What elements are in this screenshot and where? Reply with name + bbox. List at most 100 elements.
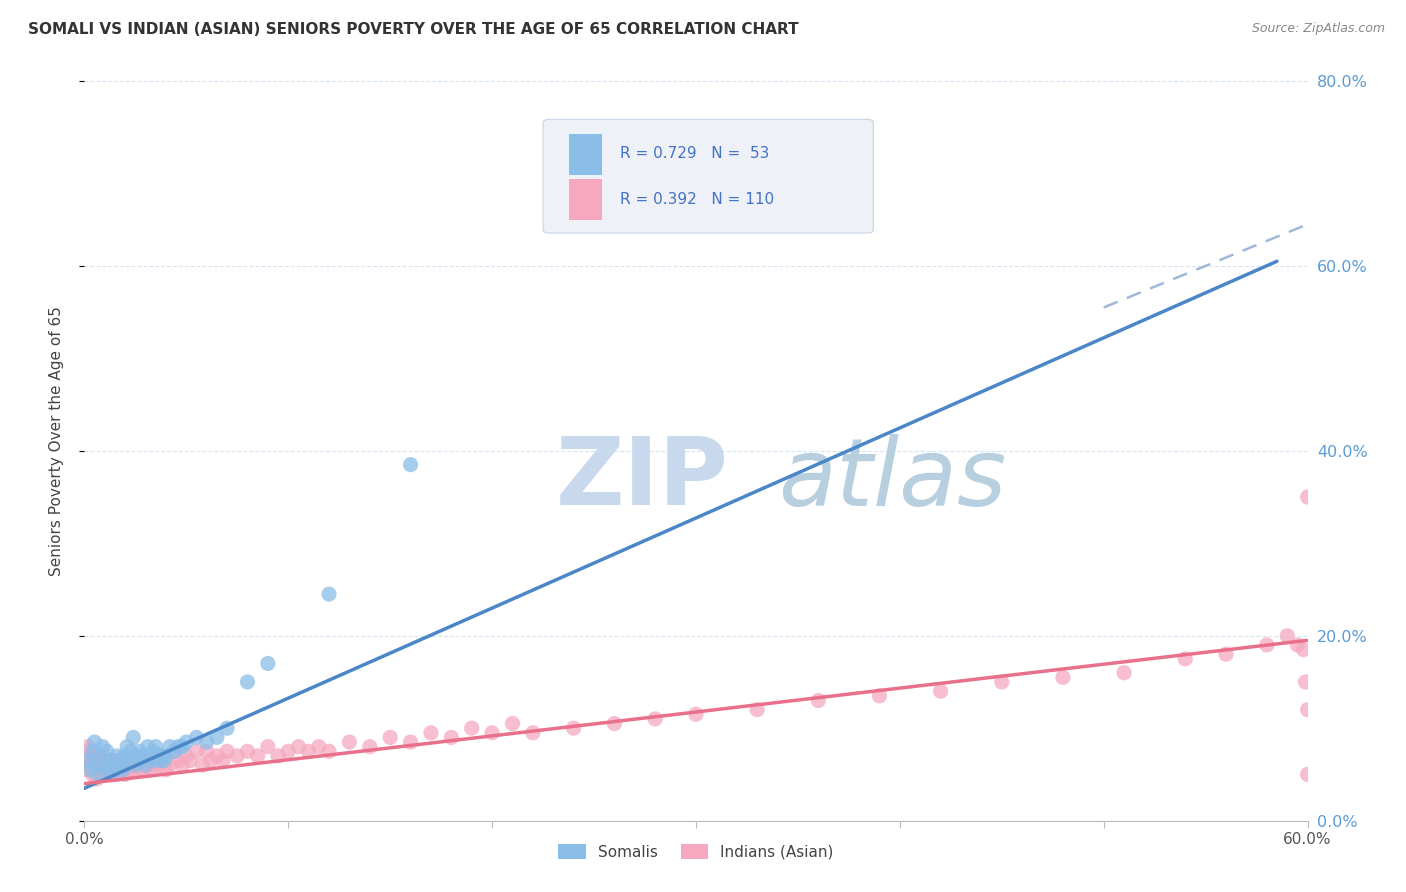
Point bbox=[1256, 638, 1278, 652]
Point bbox=[108, 758, 131, 772]
Point bbox=[87, 763, 110, 777]
Point bbox=[90, 767, 112, 781]
Point bbox=[136, 758, 159, 772]
Point bbox=[124, 763, 146, 777]
Point bbox=[174, 748, 197, 763]
Point bbox=[146, 754, 169, 768]
Point bbox=[172, 739, 194, 754]
Point bbox=[603, 716, 626, 731]
Point bbox=[115, 754, 138, 768]
Point bbox=[149, 754, 172, 768]
Point bbox=[114, 758, 136, 772]
Point bbox=[122, 754, 145, 768]
Point bbox=[105, 748, 128, 763]
Point bbox=[150, 748, 173, 763]
Point bbox=[108, 763, 131, 777]
Point bbox=[105, 767, 128, 781]
Point bbox=[132, 754, 155, 768]
Point bbox=[142, 744, 165, 758]
Point bbox=[93, 763, 115, 777]
Point bbox=[96, 744, 118, 758]
Point bbox=[83, 763, 105, 777]
Point bbox=[97, 763, 120, 777]
Point bbox=[75, 763, 97, 777]
Point bbox=[91, 739, 114, 754]
Point bbox=[96, 758, 118, 772]
Point bbox=[502, 716, 524, 731]
Point bbox=[359, 739, 381, 754]
Text: SOMALI VS INDIAN (ASIAN) SENIORS POVERTY OVER THE AGE OF 65 CORRELATION CHART: SOMALI VS INDIAN (ASIAN) SENIORS POVERTY… bbox=[28, 22, 799, 37]
Point bbox=[440, 731, 463, 745]
Point bbox=[115, 739, 138, 754]
Point bbox=[318, 744, 340, 758]
Point bbox=[127, 758, 149, 772]
Point bbox=[135, 763, 157, 777]
Point bbox=[79, 763, 101, 777]
Point bbox=[155, 754, 177, 768]
Point bbox=[150, 748, 173, 763]
Point bbox=[929, 684, 952, 698]
Point bbox=[135, 754, 157, 768]
Point bbox=[420, 726, 443, 740]
Point bbox=[141, 754, 163, 768]
Point bbox=[195, 735, 218, 749]
Point bbox=[128, 754, 150, 768]
Point bbox=[205, 748, 228, 763]
Point bbox=[114, 767, 136, 781]
Point bbox=[93, 758, 115, 772]
Point bbox=[104, 758, 127, 772]
Point bbox=[1295, 675, 1317, 690]
Point bbox=[131, 763, 153, 777]
Point bbox=[82, 767, 104, 781]
Point bbox=[236, 744, 259, 758]
Point bbox=[747, 703, 769, 717]
Point bbox=[91, 758, 114, 772]
Point bbox=[135, 758, 157, 772]
Point bbox=[153, 754, 176, 768]
Point bbox=[110, 754, 132, 768]
Point bbox=[318, 587, 340, 601]
Point bbox=[212, 754, 235, 768]
Point bbox=[87, 754, 110, 768]
Point bbox=[807, 693, 830, 707]
Point bbox=[1052, 670, 1074, 684]
Point bbox=[155, 748, 177, 763]
Point bbox=[146, 748, 169, 763]
Point bbox=[226, 748, 249, 763]
Bar bbox=[568, 178, 602, 220]
Point bbox=[522, 726, 544, 740]
Point bbox=[83, 748, 105, 763]
Point bbox=[101, 758, 124, 772]
Point bbox=[257, 739, 280, 754]
Point bbox=[83, 735, 105, 749]
Point bbox=[100, 754, 122, 768]
Point bbox=[339, 735, 361, 749]
Point bbox=[118, 758, 141, 772]
Point bbox=[138, 748, 160, 763]
Point bbox=[481, 726, 503, 740]
Point bbox=[112, 763, 135, 777]
Point bbox=[246, 748, 269, 763]
Point bbox=[118, 754, 141, 768]
Point bbox=[110, 754, 132, 768]
Point bbox=[257, 657, 280, 671]
Point bbox=[1296, 703, 1319, 717]
Point bbox=[73, 744, 96, 758]
Point bbox=[73, 754, 96, 768]
Bar bbox=[568, 133, 602, 175]
Point bbox=[127, 748, 149, 763]
Point bbox=[308, 739, 330, 754]
Point bbox=[1286, 638, 1309, 652]
Point bbox=[159, 758, 181, 772]
Point bbox=[787, 203, 810, 218]
Point bbox=[132, 748, 155, 763]
Point bbox=[461, 721, 484, 735]
Point bbox=[115, 763, 138, 777]
Point bbox=[217, 744, 239, 758]
Point bbox=[155, 763, 177, 777]
Point bbox=[82, 754, 104, 768]
Point bbox=[96, 767, 118, 781]
Point bbox=[105, 754, 128, 768]
Point bbox=[77, 739, 100, 754]
Text: R = 0.729   N =  53: R = 0.729 N = 53 bbox=[620, 146, 769, 161]
